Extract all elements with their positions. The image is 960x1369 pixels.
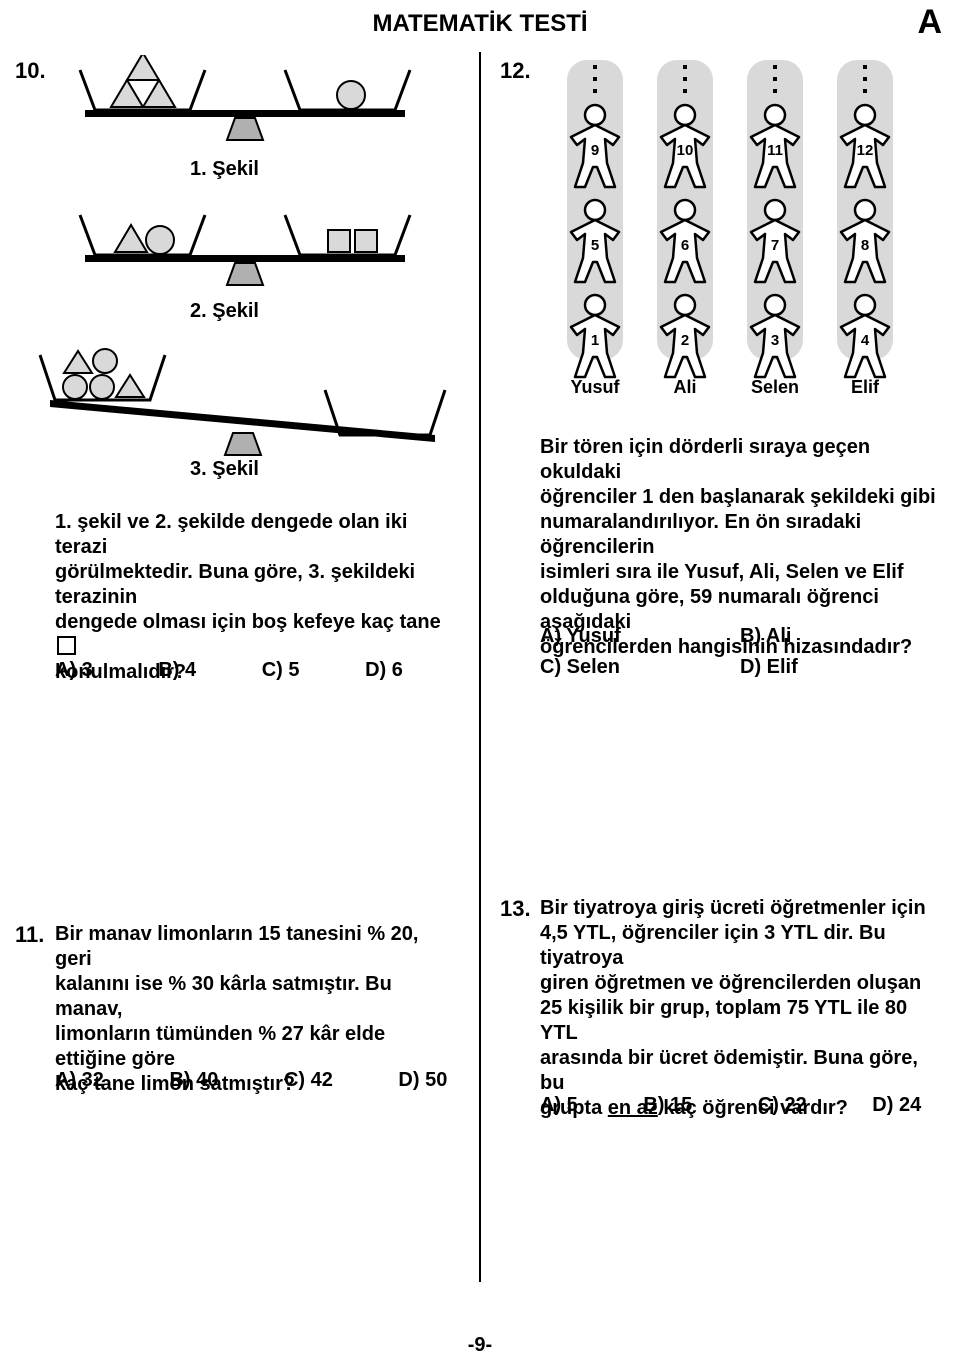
q12-text-l4: isimleri sıra ile Yusuf, Ali, Selen ve E… xyxy=(540,560,945,585)
q10-fig1-label: 1. Şekil xyxy=(190,158,259,181)
column-divider xyxy=(479,52,481,1282)
q12-text-l2: öğrenciler 1 den başlanarak şekildeki gi… xyxy=(540,485,945,510)
q10-fig2-label: 2. Şekil xyxy=(190,300,259,323)
svg-text:2: 2 xyxy=(681,332,689,349)
svg-text:6: 6 xyxy=(681,237,689,254)
q10-text-l2: görülmektedir. Buna göre, 3. şekildeki t… xyxy=(55,560,455,610)
svg-text:5: 5 xyxy=(591,237,599,254)
q11-number: 11. xyxy=(15,922,44,947)
q12-number: 12. xyxy=(500,58,531,83)
q13: 13. xyxy=(500,896,531,922)
q13-choice-a: A) 5 xyxy=(540,1094,578,1117)
q12-text-l3: numaralandırılıyor. En ön sıradaki öğren… xyxy=(540,510,945,560)
q13-choice-b: B) 15 xyxy=(643,1094,692,1117)
svg-text:8: 8 xyxy=(861,237,869,254)
svg-text:Yusuf: Yusuf xyxy=(570,377,620,397)
q11-choice-b: B) 40 xyxy=(169,1069,218,1092)
q11-text-l2: kalanını ise % 30 kârla satmıştır. Bu ma… xyxy=(55,972,455,1022)
q13-text-l5: arasında bir ücret ödemiştir. Buna göre,… xyxy=(540,1046,945,1096)
q13-text-l4: 25 kişilik bir grup, toplam 75 YTL ile 8… xyxy=(540,996,945,1046)
q12-choice-c: C) Selen xyxy=(540,656,740,679)
page-title: MATEMATİK TESTİ xyxy=(0,10,960,38)
q12-choice-b: B) Ali xyxy=(740,625,940,648)
q12: 12. xyxy=(500,58,531,84)
q11-choice-c: C) 42 xyxy=(284,1069,333,1092)
q10-choices: A) 3 B) 4 C) 5 D) 6 xyxy=(55,659,403,682)
q12-figure: 910111256781234YusufAliSelenElif xyxy=(540,55,920,400)
q13-text: Bir tiyatroya giriş ücreti öğretmenler i… xyxy=(540,896,945,1121)
svg-text:10: 10 xyxy=(677,142,694,159)
q10-figure2 xyxy=(55,200,435,290)
page-footer: -9- xyxy=(0,1334,960,1357)
q10: 10. xyxy=(15,58,46,84)
q10-choice-d: D) 6 xyxy=(365,659,403,682)
q11-choices: A) 32 B) 40 C) 42 D) 50 xyxy=(55,1069,447,1092)
square-icon xyxy=(57,636,76,655)
q12-choices: A) Yusuf B) Ali C) Selen D) Elif xyxy=(540,625,940,679)
q13-number: 13. xyxy=(500,896,531,921)
svg-text:9: 9 xyxy=(591,142,599,159)
q13-choices: A) 5 B) 15 C) 22 D) 24 xyxy=(540,1094,921,1117)
q10-number: 10. xyxy=(15,58,46,83)
svg-text:1: 1 xyxy=(591,332,599,349)
q11-text-l1: Bir manav limonların 15 tanesini % 20, g… xyxy=(55,922,455,972)
booklet-letter: A xyxy=(917,3,942,42)
q11-choice-d: D) 50 xyxy=(398,1069,447,1092)
q13-text-l3: giren öğretmen ve öğrencilerden oluşan xyxy=(540,971,945,996)
svg-text:12: 12 xyxy=(857,142,874,159)
q12-text-l1: Bir tören için dörderli sıraya geçen oku… xyxy=(540,435,945,485)
q10-text-l3: dengede olması için boş kefeye kaç tane xyxy=(55,610,455,660)
q13-text-l1: Bir tiyatroya giriş ücreti öğretmenler i… xyxy=(540,896,945,921)
q13-choice-d: D) 24 xyxy=(872,1094,921,1117)
q10-figure1 xyxy=(55,55,435,145)
svg-text:Ali: Ali xyxy=(673,377,696,397)
q10-choice-a: A) 3 xyxy=(55,659,93,682)
svg-text:11: 11 xyxy=(767,142,783,159)
q13-text-l2: 4,5 YTL, öğrenciler için 3 YTL dir. Bu t… xyxy=(540,921,945,971)
svg-text:7: 7 xyxy=(771,237,779,254)
q10-fig3-label: 3. Şekil xyxy=(190,458,259,481)
svg-text:3: 3 xyxy=(771,332,779,349)
q11-text-l3: limonların tümünden % 27 kâr elde ettiği… xyxy=(55,1022,455,1072)
q10-choice-b: B) 4 xyxy=(158,659,196,682)
q12-choice-d: D) Elif xyxy=(740,656,940,679)
svg-text:Selen: Selen xyxy=(751,377,799,397)
q12-choice-a: A) Yusuf xyxy=(540,625,740,648)
q11-choice-a: A) 32 xyxy=(55,1069,104,1092)
svg-text:4: 4 xyxy=(861,332,870,349)
q11: 11. xyxy=(15,922,44,948)
q10-text-l1: 1. şekil ve 2. şekilde dengede olan iki … xyxy=(55,510,455,560)
q10-choice-c: C) 5 xyxy=(262,659,300,682)
svg-text:Elif: Elif xyxy=(851,377,880,397)
q13-choice-c: C) 22 xyxy=(758,1094,807,1117)
q10-figure3 xyxy=(30,345,460,465)
